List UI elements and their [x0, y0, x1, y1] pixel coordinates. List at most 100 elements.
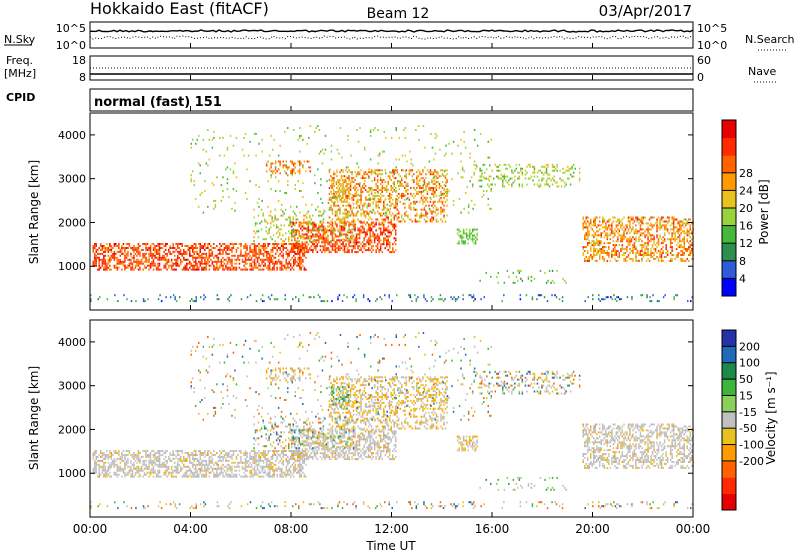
- power-cell: [611, 224, 613, 227]
- power-cell: [496, 175, 498, 178]
- power-cell: [431, 181, 433, 184]
- power-cell: [330, 228, 332, 231]
- power-cell: [687, 300, 689, 303]
- power-cell: [474, 167, 477, 170]
- power-cell: [485, 177, 487, 180]
- velocity-cell: [103, 475, 105, 478]
- power-cell: [346, 200, 348, 203]
- power-cell: [527, 277, 530, 280]
- power-cell: [668, 220, 670, 223]
- velocity-cell: [92, 469, 94, 472]
- power-cell: [274, 162, 277, 165]
- power-cell: [640, 294, 642, 297]
- power-cell: [214, 199, 217, 202]
- power-cell: [103, 254, 105, 257]
- power-cell: [396, 198, 398, 201]
- power-colorbar-swatch: [722, 120, 736, 139]
- velocity-cell: [127, 454, 129, 456]
- power-cell: [686, 238, 688, 241]
- power-cell: [152, 268, 155, 271]
- power-cell: [348, 251, 350, 254]
- power-cell: [438, 185, 441, 187]
- power-cell: [137, 268, 140, 271]
- power-cell: [226, 166, 229, 169]
- power-cell: [276, 298, 279, 301]
- power-cell: [337, 204, 340, 207]
- power-cell: [167, 248, 170, 251]
- power-cell: [339, 224, 341, 227]
- power-cell: [366, 241, 368, 244]
- power-cell: [381, 187, 383, 189]
- power-cell: [187, 268, 189, 271]
- power-cell: [179, 248, 182, 251]
- power-cell: [186, 262, 188, 265]
- power-cell: [207, 256, 209, 259]
- power-cell: [578, 171, 581, 174]
- power-cell: [375, 249, 377, 252]
- power-cell: [293, 243, 295, 245]
- velocity-cell: [109, 450, 111, 452]
- power-cell: [157, 264, 159, 267]
- velocity-cell: [124, 473, 126, 476]
- power-cell: [680, 244, 682, 247]
- power-cell: [659, 255, 661, 258]
- power-cell: [330, 245, 332, 248]
- power-cell: [220, 252, 223, 255]
- power-cell: [193, 250, 195, 253]
- power-cell: [441, 192, 444, 195]
- power-cell: [282, 256, 284, 259]
- power-cell: [292, 298, 294, 301]
- power-cell: [435, 185, 438, 187]
- power-cell: [398, 173, 400, 176]
- power-cell: [648, 234, 651, 237]
- power-cell: [214, 260, 217, 263]
- power-cell: [277, 180, 280, 183]
- power-cell: [544, 171, 546, 174]
- power-cell: [336, 175, 338, 178]
- power-cell: [461, 176, 464, 179]
- power-cell: [398, 188, 400, 191]
- power-cell: [461, 168, 464, 171]
- power-cell: [602, 250, 604, 252]
- power-cell: [336, 247, 338, 250]
- power-cell: [450, 296, 452, 299]
- power-cell: [155, 266, 158, 269]
- power-cell: [273, 264, 275, 267]
- power-cell: [252, 260, 254, 263]
- power-cell: [629, 244, 631, 247]
- power-cell: [618, 230, 621, 233]
- power-cell: [345, 196, 347, 199]
- power-cell: [678, 238, 681, 241]
- power-cell: [286, 218, 288, 221]
- power-cell: [389, 231, 391, 234]
- power-cell: [195, 298, 197, 301]
- power-cell: [148, 252, 150, 255]
- velocity-cell: [133, 457, 135, 460]
- power-cell: [587, 226, 589, 229]
- power-cell: [414, 200, 417, 203]
- power-cell: [360, 194, 362, 197]
- power-cell: [293, 250, 295, 253]
- power-cell: [295, 221, 297, 224]
- power-cell: [423, 218, 426, 221]
- power-cell: [533, 165, 536, 168]
- velocity-cell: [157, 455, 159, 458]
- power-cell: [386, 216, 388, 219]
- power-cell: [307, 231, 310, 234]
- power-cell: [529, 163, 531, 166]
- power-cell: [671, 222, 673, 225]
- power-cell: [154, 262, 156, 265]
- power-cell: [600, 232, 602, 235]
- power-cell: [345, 221, 347, 224]
- power-cell: [605, 222, 607, 225]
- power-cell: [630, 240, 633, 243]
- power-cell: [370, 169, 373, 172]
- power-cell: [348, 241, 350, 244]
- power-cell: [181, 245, 183, 247]
- power-cell: [591, 228, 593, 231]
- power-cell: [113, 250, 116, 253]
- power-cell: [526, 165, 528, 168]
- power-cell: [395, 197, 397, 200]
- power-cell: [505, 167, 507, 170]
- power-cell: [585, 238, 587, 241]
